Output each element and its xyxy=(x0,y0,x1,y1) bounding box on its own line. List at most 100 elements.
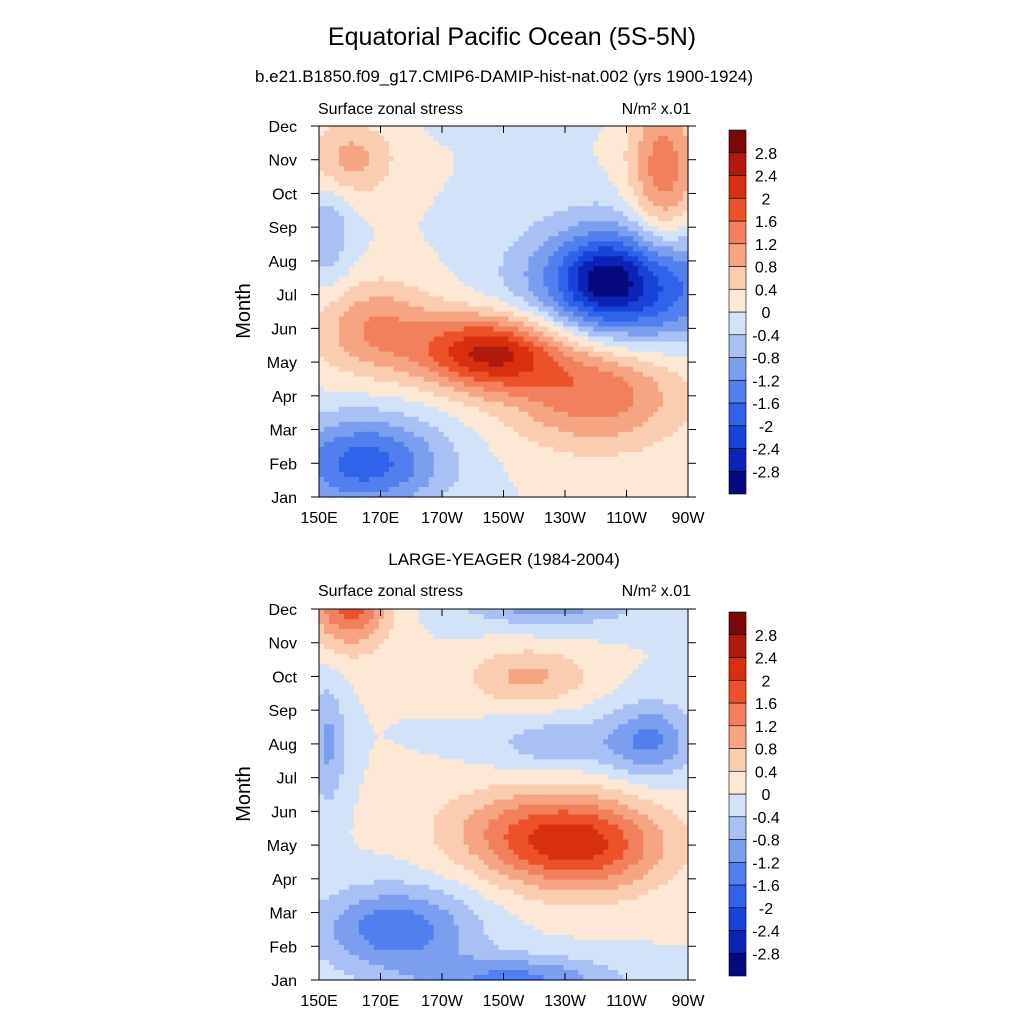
contour-cell xyxy=(478,461,485,468)
contour-cell xyxy=(618,351,624,358)
contour-cell xyxy=(319,371,325,378)
contour-cell xyxy=(598,251,604,257)
contour-cell xyxy=(483,401,490,408)
contour-cell xyxy=(358,346,365,353)
contour-cell xyxy=(363,356,370,363)
contour-cell xyxy=(663,431,669,438)
contour-cell xyxy=(448,156,455,162)
contour-cell xyxy=(478,456,485,463)
contour-cell xyxy=(633,251,639,257)
contour-cell xyxy=(448,256,455,262)
contour-cell xyxy=(558,226,564,232)
contour-cell xyxy=(418,411,425,418)
contour-cell xyxy=(398,436,405,443)
contour-cell xyxy=(363,181,370,187)
contour-cell xyxy=(683,401,689,408)
contour-cell xyxy=(383,391,390,398)
contour-cell xyxy=(319,366,325,373)
contour-cell xyxy=(398,361,405,368)
contour-cell xyxy=(523,141,530,147)
contour-cell xyxy=(458,166,465,172)
contour-cell xyxy=(603,321,609,328)
contour-cell xyxy=(513,371,520,378)
contour-cell xyxy=(678,436,684,443)
contour-cell xyxy=(563,366,569,373)
contour-cell xyxy=(343,136,350,142)
contour-cell xyxy=(668,396,674,403)
contour-cell xyxy=(658,171,664,177)
contour-cell xyxy=(383,446,390,453)
contour-cell xyxy=(613,401,619,408)
contour-cell xyxy=(503,386,510,393)
contour-cell xyxy=(333,361,340,368)
contour-cell xyxy=(613,411,619,418)
contour-cell xyxy=(523,376,530,383)
contour-cell xyxy=(648,291,654,298)
contour-cell xyxy=(323,436,330,443)
contour-cell xyxy=(483,456,490,463)
contour-cell xyxy=(453,266,460,272)
contour-cell xyxy=(648,166,654,172)
contour-cell xyxy=(648,321,654,328)
contour-cell xyxy=(573,196,579,202)
contour-cell xyxy=(508,156,515,162)
contour-cell xyxy=(488,256,495,262)
contour-cell xyxy=(333,411,340,418)
contour-cell xyxy=(573,281,579,288)
contour-cell xyxy=(578,341,584,348)
contour-cell xyxy=(383,406,390,413)
contour-cell xyxy=(418,406,425,413)
contour-cell xyxy=(618,401,624,408)
contour-cell xyxy=(648,221,654,227)
contour-cell xyxy=(618,426,624,433)
contour-cell xyxy=(568,236,574,242)
contour-cell xyxy=(453,386,460,393)
contour-cell xyxy=(523,176,530,182)
contour-cell xyxy=(493,391,500,398)
contour-cell xyxy=(428,171,435,177)
contour-cell xyxy=(463,386,470,393)
contour-cell xyxy=(513,196,520,202)
contour-cell xyxy=(598,126,604,132)
contour-cell xyxy=(628,361,634,368)
contour-cell xyxy=(393,461,400,468)
contour-cell xyxy=(513,396,520,403)
contour-cell xyxy=(498,321,505,328)
contour-cell xyxy=(683,241,689,247)
contour-cell xyxy=(498,146,505,152)
contour-cell xyxy=(553,451,559,458)
contour-cell xyxy=(653,366,659,373)
contour-cell xyxy=(488,346,495,353)
contour-cell xyxy=(443,306,450,313)
contour-cell xyxy=(368,236,375,242)
contour-cell xyxy=(408,366,415,373)
contour-cell xyxy=(348,206,355,212)
contour-cell xyxy=(328,461,335,468)
contour-cell xyxy=(408,201,415,207)
contour-cell xyxy=(678,456,684,463)
contour-cell xyxy=(418,286,425,293)
contour-cell xyxy=(613,176,619,182)
contour-cell xyxy=(393,341,400,348)
contour-cell xyxy=(423,346,430,353)
contour-cell xyxy=(358,286,365,293)
contour-cell xyxy=(598,421,604,428)
contour-cell xyxy=(523,346,530,353)
contour-cell xyxy=(358,361,365,368)
contour-cell xyxy=(478,236,485,242)
contour-cell xyxy=(378,396,385,403)
contour-cell xyxy=(553,196,559,202)
contour-cell xyxy=(638,211,644,217)
contour-cell xyxy=(408,206,415,212)
contour-cell xyxy=(353,346,360,353)
contour-cell xyxy=(458,216,465,222)
contour-cell xyxy=(393,231,400,237)
contour-cell xyxy=(603,266,609,272)
contour-cell xyxy=(663,416,669,423)
contour-cell xyxy=(453,346,460,353)
contour-cell xyxy=(493,341,500,348)
contour-cell xyxy=(533,201,540,207)
contour-cell xyxy=(633,191,639,197)
contour-cell xyxy=(673,156,679,162)
contour-cell xyxy=(408,156,415,162)
